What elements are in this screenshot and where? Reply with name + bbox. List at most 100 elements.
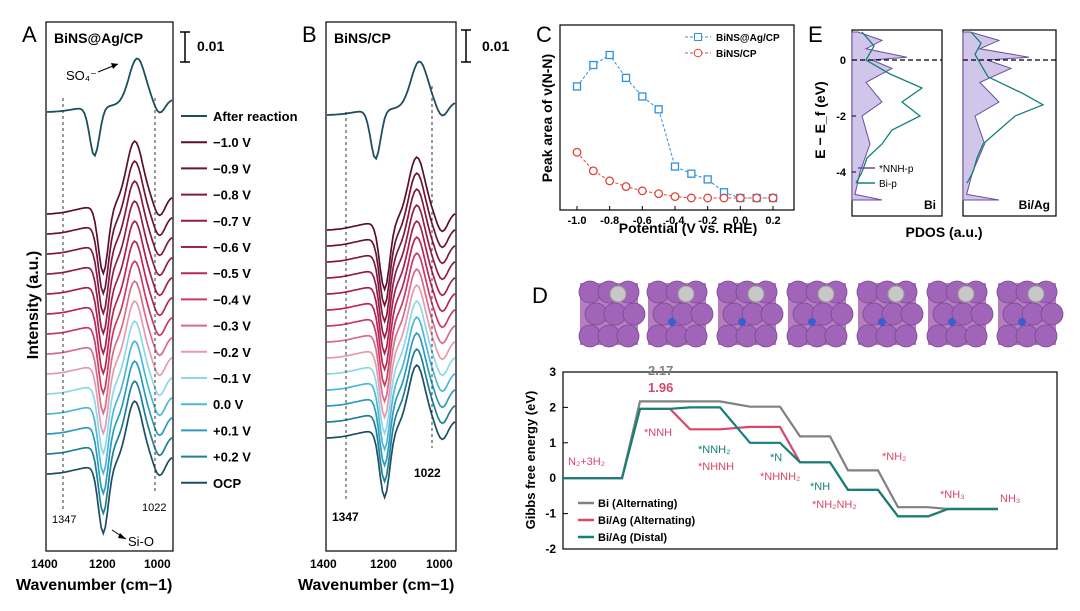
legend-label-a-3: −0.8 V xyxy=(213,188,251,203)
y-tick-label-d-4: -1 xyxy=(545,507,556,521)
so4-annotation: SO₄⁻ xyxy=(66,68,97,83)
y-axis-label-e: E − E_f (eV) xyxy=(812,81,828,158)
y-tick-label-d-5: -2 xyxy=(545,542,556,556)
point-c-0-3 xyxy=(621,73,631,83)
x-tick-1000-b: 1000 xyxy=(426,557,453,571)
plot-frame-d xyxy=(562,371,1058,550)
point-c-1-11 xyxy=(752,193,762,203)
point-c-1-9 xyxy=(719,193,729,203)
scale-bar-label-b: 0.01 xyxy=(482,38,509,54)
n-atom-6 xyxy=(1018,318,1026,326)
legend-label-e-1: Bi-p xyxy=(879,179,897,190)
point-c-1-0 xyxy=(572,147,582,157)
spectrum-after-reaction-a xyxy=(46,57,173,158)
species-label-7: *NH xyxy=(810,481,830,493)
species-label-4: *N xyxy=(770,452,782,464)
point-c-1-3 xyxy=(621,182,631,192)
bi-atom-2-1-2 xyxy=(760,302,784,326)
n-atom-5 xyxy=(948,318,956,326)
legend-label-d-1: Bi/Ag (Alternating) xyxy=(598,515,695,527)
y-tick-label-e-1: -2 xyxy=(836,111,846,123)
spectrum-after-reaction-b xyxy=(326,60,456,161)
wavenumber-1347-a: 1347 xyxy=(52,514,76,526)
spectrum-11-b xyxy=(326,316,456,452)
spectra-b xyxy=(326,60,456,500)
legend-label-d-0: Bi (Alternating) xyxy=(598,498,678,510)
spectrum-5-b xyxy=(326,220,456,356)
adsorption-structures xyxy=(578,280,1064,348)
spectrum-7-b xyxy=(326,252,456,388)
x-tick-1400-b: 1400 xyxy=(310,557,337,571)
ag-atom-4 xyxy=(887,285,905,303)
point-c-0-1 xyxy=(589,60,598,70)
species-label-8: *NH₂NH₂ xyxy=(812,499,857,511)
bi-atom-6-1-2 xyxy=(1040,302,1064,326)
y-tick-label-e-0: 0 xyxy=(840,55,846,67)
point-c-1-1 xyxy=(588,166,598,176)
x-tick-label-c-3: -0.4 xyxy=(666,215,686,227)
legend-label-a-12: +0.1 V xyxy=(213,423,251,438)
y-tick-label-d-3: 0 xyxy=(549,471,556,485)
bi-atom-1-2-2 xyxy=(684,324,708,348)
legend-label-a-8: −0.3 V xyxy=(213,319,251,334)
ag-atom-5 xyxy=(957,285,975,303)
ag-atom-1 xyxy=(677,285,695,303)
bi-atom-5-1-2 xyxy=(970,302,994,326)
point-c-0-4 xyxy=(638,92,647,101)
plot-title-b: BiNS/CP xyxy=(334,30,391,46)
spectrum-9-a xyxy=(46,300,173,437)
y-tick-label-e-2: -4 xyxy=(836,167,847,179)
x-tick-label-c-5: 0.0 xyxy=(733,215,748,227)
pdos-bip-line-biag xyxy=(966,31,1045,184)
bi-atom-2-2-2 xyxy=(754,324,778,348)
plot-frame-a xyxy=(45,21,174,552)
panel-label-d: D xyxy=(532,283,548,308)
spectrum-13-b xyxy=(326,348,456,484)
series-line-c-1 xyxy=(576,151,773,199)
point-c-0-2 xyxy=(605,50,614,60)
y-axis-label-c: Peak area of ν(N-N) xyxy=(539,54,555,182)
legend-label-a-2: −0.9 V xyxy=(213,161,251,176)
x-axis-label-e: PDOS (a.u.) xyxy=(905,224,982,240)
pdos-nnh-area-bi xyxy=(851,31,908,201)
legend-marker-c-0 xyxy=(694,33,702,41)
n-atom-1 xyxy=(668,318,676,326)
plot-frame-c xyxy=(559,24,795,211)
spectrum-8-b xyxy=(326,268,456,404)
subpanel-label-e-biag: Bi/Ag xyxy=(1019,198,1050,212)
x-axis-label-a: Wavenumber (cm−1) xyxy=(16,577,172,594)
n-atom-4 xyxy=(878,318,886,326)
legend-label-a-1: −1.0 V xyxy=(213,135,251,150)
legend-label-e-0: *NNH-p xyxy=(879,164,914,175)
legend-label-c-1: BiNS/CP xyxy=(716,49,757,60)
point-c-0-8 xyxy=(703,175,712,184)
legend-label-a-10: −0.1 V xyxy=(213,371,251,386)
bi-atom-4-1-2 xyxy=(900,302,924,326)
bi-atom-1-1-2 xyxy=(690,302,714,326)
barrier-label-biag: 1.96 xyxy=(648,380,673,395)
panel-a: A BiNS@Ag/CP 1347 1022 SO₄⁻ Si-O 0.01 14… xyxy=(16,21,298,594)
bi-atom-5-2-2 xyxy=(964,324,988,348)
x-tick-1400-a: 1400 xyxy=(31,557,58,571)
y-axis-label-a: Intensity (a.u.) xyxy=(25,251,42,359)
y-axis-label-d: Gibbs free energy (eV) xyxy=(523,391,538,530)
n-atom-3 xyxy=(808,318,816,326)
spectrum-14-a xyxy=(46,400,173,537)
y-tick-label-d-0: 3 xyxy=(549,365,556,379)
plot-e: Bi Bi/Ag 0 -2 -4 *NNH-p Bi-p xyxy=(836,29,1057,217)
barrier-label-bi: 2.17 xyxy=(648,363,673,378)
legend-a: After reaction −1.0 V −0.9 V −0.8 V −0.7 V −0… xyxy=(181,109,298,491)
scale-bar-b xyxy=(461,29,471,63)
species-label-6: *NH₂ xyxy=(882,451,906,463)
point-c-1-6 xyxy=(670,192,680,202)
spectrum-5-a xyxy=(46,220,173,357)
series-line-c-0 xyxy=(576,54,773,199)
sio-arrowhead xyxy=(118,533,126,539)
bi-atom-3-2-2 xyxy=(824,324,848,348)
x-axis-label-b: Wavenumber (cm−1) xyxy=(298,577,454,594)
spectrum-6-a xyxy=(46,240,173,377)
ag-atom-2 xyxy=(747,285,765,303)
spectrum-2-b xyxy=(326,172,456,308)
legend-label-d-2: Bi/Ag (Distal) xyxy=(598,532,667,544)
